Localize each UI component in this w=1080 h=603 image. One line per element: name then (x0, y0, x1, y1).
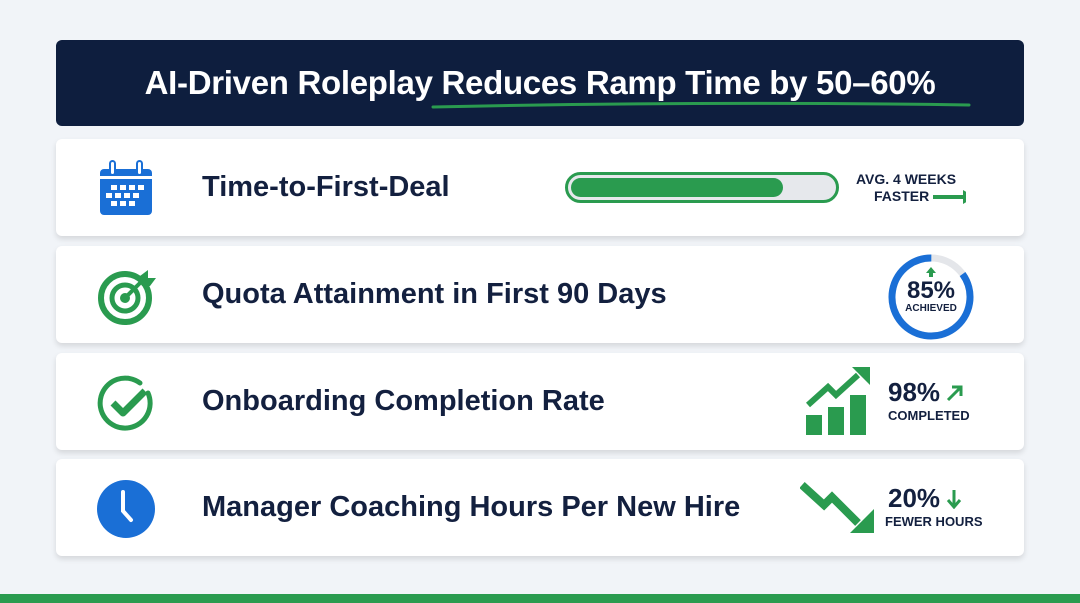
donut-gauge (888, 254, 974, 340)
page-title: AI-Driven Roleplay Reduces Ramp Time by … (144, 64, 936, 101)
arrow-up-right-icon (946, 385, 963, 401)
metric-label: Manager Coaching Hours Per New Hire (202, 491, 741, 523)
metric-row-coaching-hours: Manager Coaching Hours Per New Hire 20% … (56, 459, 1024, 556)
metric-value: 20% (888, 483, 941, 513)
growth-chart-icon (806, 367, 870, 435)
check-circle-icon (97, 375, 153, 431)
metric-caption: ACHIEVED (905, 303, 957, 314)
metric-caption: FEWER HOURS (885, 514, 983, 529)
metric-value: 85% (906, 277, 956, 304)
arrow-down-icon (946, 489, 962, 509)
title-banner: AI-Driven Roleplay Reduces Ramp Time by … (56, 40, 1024, 126)
clock-icon (97, 480, 155, 538)
arrow-right-icon (933, 189, 966, 204)
arrow-up-icon (926, 267, 936, 277)
metric-caption: COMPLETED (888, 408, 970, 423)
metric-label: Quota Attainment in First 90 Days (202, 278, 667, 310)
progress-bar (565, 172, 839, 203)
bottom-accent-bar (0, 594, 1080, 603)
metric-label: Time-to-First-Deal (202, 171, 450, 203)
metric-row-time-to-first-deal: Time-to-First-Deal AVG. 4 WEEKS FASTER (56, 139, 1024, 236)
stat-text: AVG. 4 WEEKS FASTER (846, 171, 966, 205)
calendar-icon (100, 160, 152, 215)
metric-value: 98% (888, 377, 941, 407)
metric-row-quota-attainment: Quota Attainment in First 90 Days 85% AC… (56, 246, 1024, 343)
title-underline (431, 101, 971, 109)
target-icon (98, 270, 156, 325)
metric-label: Onboarding Completion Rate (202, 385, 605, 417)
stat-line-1: AVG. 4 WEEKS (855, 171, 957, 187)
progress-fill (571, 178, 784, 197)
stat-line-2: FASTER (874, 188, 930, 204)
trend-down-icon (800, 482, 874, 533)
metric-row-onboarding-completion: Onboarding Completion Rate 98% COMPLETED (56, 353, 1024, 450)
